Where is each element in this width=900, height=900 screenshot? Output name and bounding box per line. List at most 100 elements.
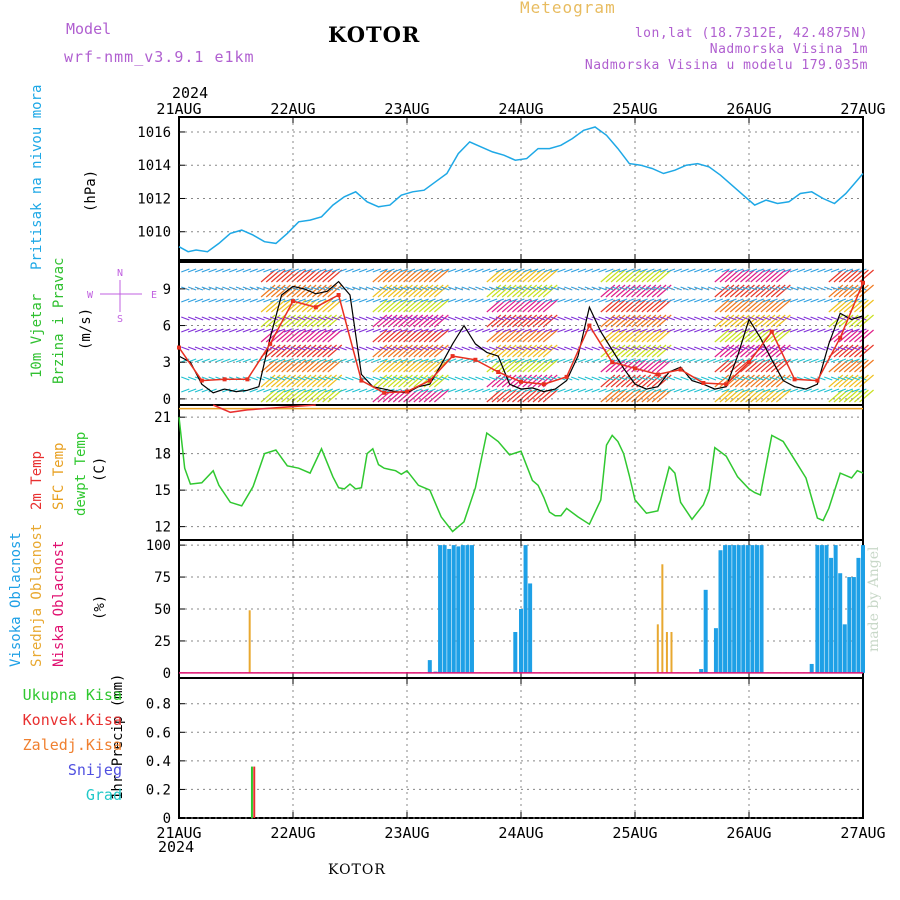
wind-barb	[311, 346, 320, 351]
wind-barb-warm	[413, 389, 429, 403]
y-tick-label: 75	[154, 570, 171, 586]
wind-barb	[625, 268, 635, 273]
gust-point	[587, 323, 592, 328]
wind-barb	[707, 298, 717, 303]
year-top: 2024	[172, 84, 209, 102]
wind-barb	[208, 268, 217, 273]
wind-barb-warm	[517, 269, 532, 283]
wind-barb	[269, 268, 279, 273]
wind-barb	[694, 268, 703, 273]
wind-barb	[680, 328, 689, 333]
wind-barb-warm	[656, 329, 672, 343]
wind-barb-warm	[296, 344, 312, 358]
wind-barb	[810, 286, 819, 291]
wind-barb-warm	[775, 314, 791, 328]
wind-barb-warm	[729, 344, 745, 358]
wind-barb	[516, 286, 525, 291]
wind-barb-warm	[714, 389, 730, 403]
wind-barb-warm	[428, 389, 444, 403]
wind-barb-warm	[605, 389, 621, 403]
wind-barb-warm	[755, 269, 771, 283]
wind-barb-warm	[517, 374, 532, 388]
x-tick-label-top: 22AUG	[270, 100, 315, 118]
bar	[513, 632, 518, 673]
wind-barb-warm	[734, 284, 750, 298]
wind-barb	[454, 316, 464, 321]
wind-barb	[516, 328, 525, 333]
wind-barb-warm	[301, 359, 317, 373]
wind-barb-warm	[301, 314, 317, 328]
wind-barb	[735, 388, 744, 393]
wind-barb-warm	[311, 329, 327, 343]
wind-barb	[358, 358, 368, 363]
wind-barb-warm	[322, 329, 338, 343]
wind-barb	[782, 388, 792, 393]
wind-barb	[625, 346, 635, 351]
wind-barb	[386, 328, 395, 333]
wind-barb	[824, 346, 833, 351]
wind-barb-warm	[770, 374, 786, 388]
bar	[723, 545, 728, 673]
wind-barb	[222, 316, 231, 321]
wind-barb-warm	[311, 284, 327, 298]
wind-barb	[454, 388, 464, 393]
wind-barb	[666, 316, 676, 321]
wind-barb-warm	[522, 389, 538, 403]
wind-barb-warm	[755, 374, 771, 388]
wind-barb	[803, 358, 812, 363]
wind-barb	[304, 388, 313, 393]
wind-barb	[256, 298, 265, 303]
wind-barb-warm	[542, 344, 558, 358]
wind-barb-warm	[517, 284, 532, 298]
wind-barb	[194, 298, 204, 303]
wind-barb	[181, 316, 190, 321]
wind-barb-warm	[496, 299, 512, 313]
bar	[732, 545, 737, 673]
wind-barb-warm	[296, 374, 312, 388]
wind-barb	[386, 346, 395, 351]
gust-point	[861, 280, 865, 285]
wind-barb	[694, 358, 703, 363]
bar	[727, 545, 732, 673]
wind-barb-warm	[433, 359, 449, 373]
wind-barb	[304, 298, 313, 303]
wind-barb	[687, 328, 696, 333]
wind-barb-warm	[631, 269, 646, 283]
wind-barb	[625, 298, 635, 303]
wind-barb	[317, 346, 327, 351]
wind-barb	[365, 286, 375, 291]
wind-barb	[625, 328, 635, 333]
wind-barb	[776, 328, 785, 333]
wind-barb-warm	[291, 359, 307, 373]
wind-barb-warm	[828, 269, 844, 283]
wind-barb	[413, 298, 423, 303]
wind-barb-warm	[843, 299, 859, 313]
wind-barb	[523, 298, 532, 303]
wind-barb	[345, 286, 354, 291]
wind-barb	[803, 298, 812, 303]
wind-barb	[543, 286, 553, 291]
wind-barb	[570, 388, 580, 393]
wind-barb-warm	[734, 269, 750, 283]
x-tick-label-bottom: 21AUG	[156, 824, 201, 842]
wind-barb-warm	[517, 299, 532, 313]
wind-barb-warm	[646, 344, 662, 358]
gust-point	[610, 360, 615, 365]
wind-barb	[235, 316, 245, 321]
wind-barb	[447, 346, 457, 351]
wind-barb	[844, 268, 853, 273]
wind-barb	[317, 358, 327, 363]
wind-barb-warm	[372, 344, 388, 358]
wind-barb	[379, 298, 388, 303]
wind-barb	[694, 346, 703, 351]
wind-barb	[680, 268, 689, 273]
wind-barb	[502, 316, 511, 321]
wind-barb-warm	[322, 389, 338, 403]
wind-barb-warm	[517, 389, 532, 403]
wind-barb	[762, 328, 771, 333]
wind-barb	[605, 298, 614, 303]
wind-barb	[468, 346, 477, 351]
wind-barb-warm	[311, 344, 327, 358]
wind-barb	[748, 298, 758, 303]
wind-barb	[659, 316, 669, 321]
